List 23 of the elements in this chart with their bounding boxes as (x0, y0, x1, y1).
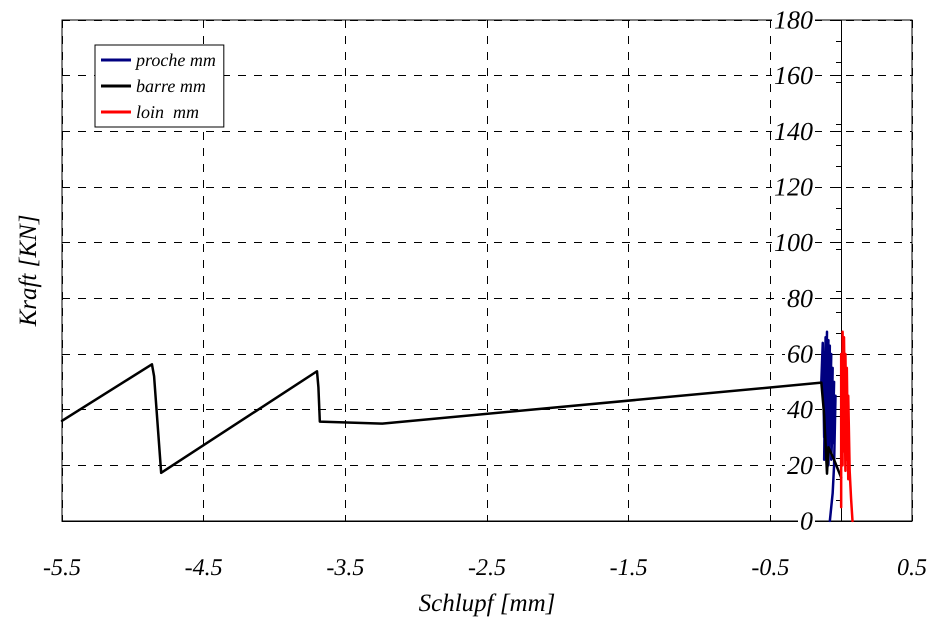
x-tick-label: -4.5 (184, 555, 223, 581)
y-tick-label: 40 (787, 395, 813, 424)
y-axis-title: Kraft [KN] (15, 214, 42, 328)
y-tick-label: 140 (774, 116, 813, 146)
x-tick-label: -3.5 (326, 555, 364, 581)
y-tick-label: 160 (774, 61, 813, 90)
x-tick-label: 0.5 (897, 555, 927, 581)
y-tick-label: 0 (800, 506, 813, 536)
y-tick-label: 80 (787, 284, 813, 313)
x-axis-title: Schlupf [mm] (418, 590, 556, 617)
y-tick-label: 60 (787, 340, 813, 368)
legend-label: barre mm (136, 76, 206, 96)
y-tick-label: 100 (774, 228, 813, 258)
legend-label: loin mm (136, 102, 199, 122)
y-tick-label: 180 (774, 6, 813, 34)
x-tick-label: -5.5 (43, 555, 81, 581)
y-tick-label: 120 (774, 172, 813, 202)
x-tick-label: -0.5 (751, 555, 790, 581)
x-tick-label: -2.5 (468, 555, 506, 581)
line-series (840, 330, 854, 522)
x-tick-label: -1.5 (610, 555, 648, 581)
legend-label: proche mm (134, 50, 216, 70)
y-tick-label: 20 (787, 450, 813, 480)
